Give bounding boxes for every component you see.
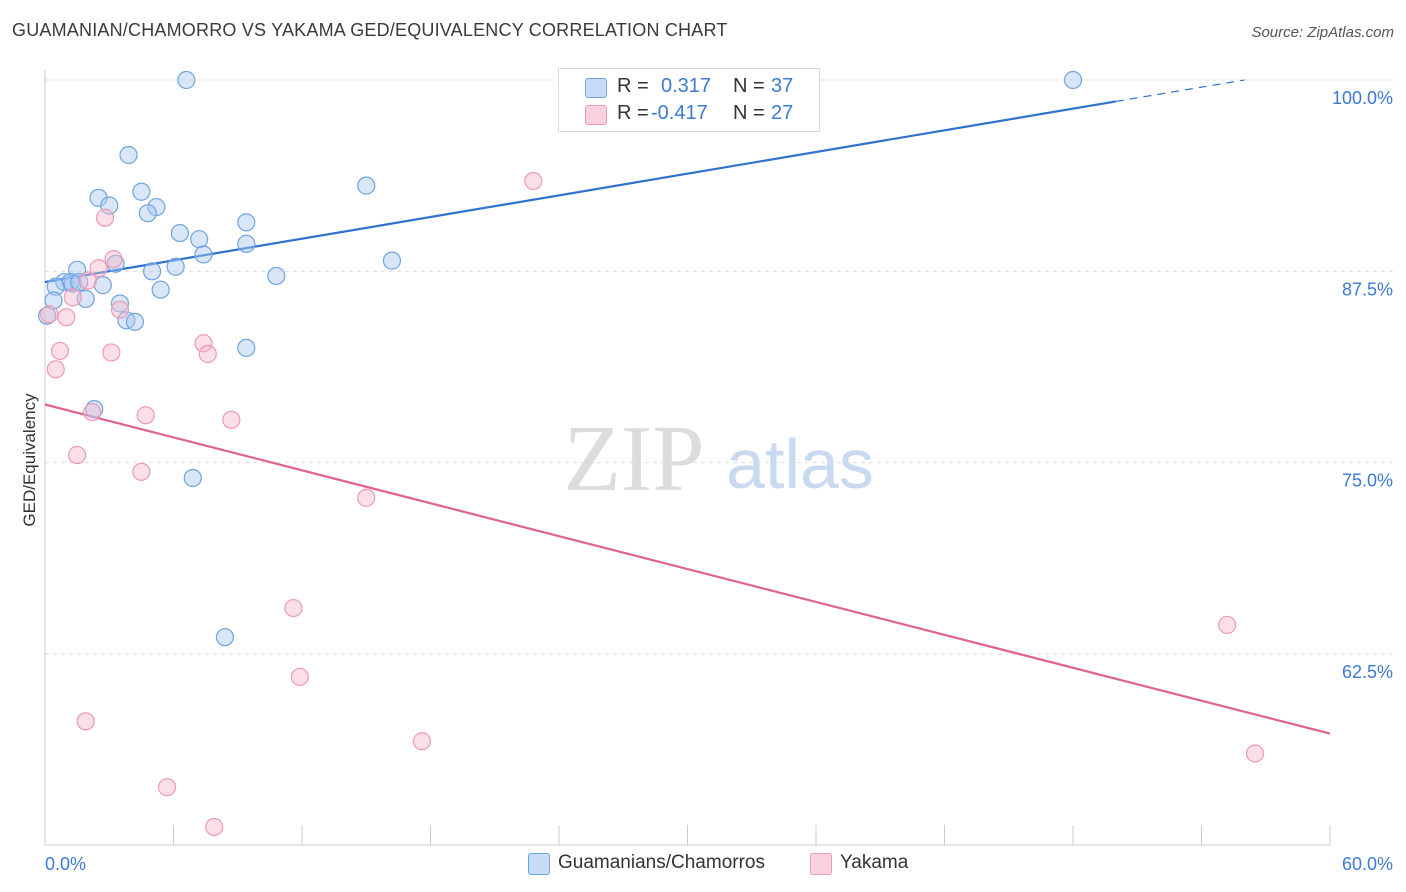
point-guamanian xyxy=(237,234,256,253)
point-yakama xyxy=(157,778,177,797)
point-guamanian xyxy=(125,312,145,331)
legend-r-label: R = xyxy=(617,75,649,97)
series-label-guamanian: Guamanians/Chamorros xyxy=(558,852,765,873)
legend-n-value: 27 xyxy=(771,102,794,124)
series-swatch-guamanian xyxy=(528,853,550,875)
label-layer: 62.5% 75.0% 87.5% 100.0% 0.0% 60.0% GED/Equiva… xyxy=(20,88,1393,874)
point-yakama xyxy=(89,259,108,278)
point-yakama xyxy=(524,171,543,191)
point-yakama xyxy=(104,249,123,269)
point-guamanian xyxy=(170,223,190,243)
watermark-zip: ZIP xyxy=(564,407,705,511)
point-guamanian xyxy=(85,399,104,419)
point-yakama xyxy=(83,403,102,422)
point-yakama xyxy=(136,406,155,425)
point-yakama xyxy=(102,343,121,362)
point-guamanian xyxy=(177,70,196,90)
y-axis-title: GED/Equivalency xyxy=(20,393,39,527)
watermark-atlas: atlas xyxy=(726,425,874,503)
point-yakama xyxy=(284,598,303,618)
point-guamanian xyxy=(166,257,185,276)
point-yakama xyxy=(63,288,82,307)
point-yakama xyxy=(1218,615,1237,635)
y-tick-label: 62.5% xyxy=(1342,662,1393,682)
legend-swatch-guamanian xyxy=(585,78,607,98)
y-tick-label: 100.0% xyxy=(1332,88,1393,108)
point-yakama xyxy=(50,341,70,361)
series-label-yakama: Yakama xyxy=(840,852,909,873)
point-guamanian xyxy=(1063,70,1083,90)
point-yakama xyxy=(132,462,151,481)
point-guamanian xyxy=(267,266,286,286)
point-guamanian xyxy=(119,145,138,165)
point-guamanian xyxy=(46,277,65,296)
grid-layer xyxy=(45,79,1395,655)
point-yakama xyxy=(222,410,241,429)
y-tick-label: 75.0% xyxy=(1342,471,1393,491)
point-yakama xyxy=(412,732,432,751)
point-yakama xyxy=(46,360,65,379)
point-yakama xyxy=(57,308,76,327)
point-yakama xyxy=(1245,744,1265,763)
point-guamanian xyxy=(190,230,209,249)
point-guamanian xyxy=(382,251,402,270)
point-guamanian xyxy=(132,182,151,201)
point-guamanian xyxy=(237,338,256,357)
point-yakama xyxy=(194,334,213,353)
trend-line-guamanian xyxy=(44,100,1117,284)
trend-extension-guamanian xyxy=(1115,79,1245,103)
legend-swatch-yakama xyxy=(585,105,607,125)
point-yakama xyxy=(357,488,376,507)
series-swatch-yakama xyxy=(810,853,832,875)
source-label: Source: ZipAtlas.com xyxy=(1251,24,1394,41)
legend-n-value: 37 xyxy=(771,75,794,97)
trend-line-yakama xyxy=(44,403,1331,735)
point-yakama xyxy=(95,208,115,227)
point-guamanian xyxy=(215,628,234,647)
point-yakama xyxy=(205,817,224,837)
point-yakama xyxy=(110,300,130,319)
points-layer xyxy=(38,70,1265,837)
trend-layer xyxy=(44,79,1331,735)
correlation-legend: R = 0.317 N = 37 R = -0.417 N = 27 xyxy=(558,68,820,132)
point-yakama xyxy=(78,271,97,290)
point-guamanian xyxy=(194,245,213,264)
point-guamanian xyxy=(151,280,170,299)
legend-n-label: N = xyxy=(733,102,765,124)
x-tick-label: 0.0% xyxy=(45,854,86,874)
point-yakama xyxy=(290,667,309,687)
point-guamanian xyxy=(93,276,112,295)
x-tick-label: 60.0% xyxy=(1342,854,1393,874)
axis-layer xyxy=(44,70,1331,846)
legend-n-label: N = xyxy=(733,75,765,97)
point-guamanian xyxy=(183,468,202,488)
point-guamanian xyxy=(142,262,162,281)
point-guamanian xyxy=(357,176,376,195)
point-guamanian xyxy=(110,294,130,313)
point-yakama xyxy=(198,344,217,364)
point-yakama xyxy=(68,445,87,465)
point-yakama xyxy=(76,712,95,731)
point-guamanian xyxy=(237,213,256,232)
legend-r-value: 0.317 xyxy=(661,75,712,97)
chart-title: GUAMANIAN/CHAMORRO VS YAKAMA GED/EQUIVAL… xyxy=(12,20,728,40)
point-guamanian xyxy=(44,291,63,310)
legend-r-value: -0.417 xyxy=(651,102,708,124)
point-yakama xyxy=(40,305,59,324)
point-guamanian xyxy=(138,204,157,223)
watermark: ZIP atlas xyxy=(564,407,874,511)
y-tick-label: 87.5% xyxy=(1342,279,1393,299)
legend-r-label: R = xyxy=(617,102,649,124)
